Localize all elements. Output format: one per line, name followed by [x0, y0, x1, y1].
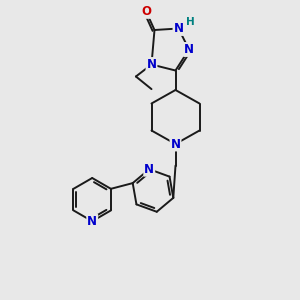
Text: H: H: [185, 17, 194, 27]
Text: N: N: [173, 22, 184, 35]
Text: N: N: [144, 163, 154, 176]
Text: N: N: [184, 43, 194, 56]
Text: N: N: [146, 58, 157, 71]
Text: N: N: [87, 215, 97, 228]
Text: N: N: [170, 137, 181, 151]
Text: O: O: [141, 5, 151, 18]
